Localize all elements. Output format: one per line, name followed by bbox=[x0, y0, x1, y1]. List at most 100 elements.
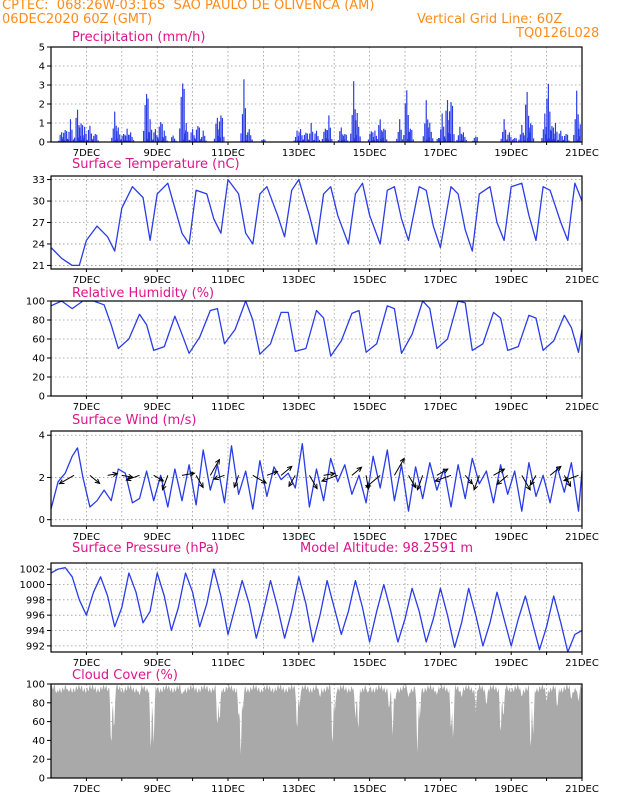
precip-bar bbox=[85, 133, 87, 142]
precip-bar bbox=[544, 113, 546, 142]
x-tick-label: 17DEC bbox=[424, 658, 458, 669]
wind-arrow-head bbox=[525, 484, 531, 491]
precip-bar bbox=[297, 140, 299, 142]
precip-bar bbox=[503, 119, 505, 142]
precip-bar bbox=[577, 114, 579, 142]
wind-arrow-head bbox=[161, 484, 167, 491]
x-tick-label: 19DEC bbox=[494, 784, 528, 795]
precip-bar bbox=[250, 135, 252, 142]
precip-bar bbox=[326, 129, 328, 142]
y-tick-label: 1000 bbox=[20, 580, 45, 591]
wind-arrow bbox=[393, 457, 405, 476]
precip-bar bbox=[189, 140, 191, 142]
precip-bar bbox=[190, 132, 192, 142]
precip-bar bbox=[355, 120, 357, 142]
y-tick-label: 60 bbox=[32, 717, 45, 728]
precip-bar bbox=[402, 139, 404, 142]
wind-arrow-shaft bbox=[233, 475, 240, 488]
precip-bar bbox=[74, 137, 76, 142]
x-tick-label: 13DEC bbox=[282, 275, 316, 286]
wind-arrow-shaft bbox=[162, 475, 169, 490]
precip-bar bbox=[422, 136, 424, 142]
x-tick-label: 21DEC bbox=[565, 275, 599, 286]
precip-bar bbox=[185, 123, 187, 142]
precip-bar bbox=[306, 133, 308, 142]
precip-bar bbox=[378, 125, 380, 142]
wind-arrow-head bbox=[496, 479, 502, 486]
precip-bar bbox=[456, 139, 458, 142]
precip-bar bbox=[350, 133, 352, 142]
precip-bar bbox=[180, 96, 182, 142]
precip-bar bbox=[161, 123, 163, 142]
precip-bar bbox=[553, 133, 555, 142]
wind-arrow-head bbox=[189, 471, 196, 477]
precip-bar bbox=[397, 131, 399, 142]
precip-bar bbox=[314, 133, 316, 142]
precip-bar bbox=[505, 140, 508, 142]
precip-bar bbox=[406, 90, 408, 142]
precip-bar bbox=[84, 126, 86, 142]
precip-bar bbox=[459, 140, 462, 142]
wind-arrow-shaft bbox=[323, 472, 335, 476]
precip-bar bbox=[574, 119, 576, 142]
precip-bar bbox=[529, 132, 531, 142]
precip-bar bbox=[427, 127, 429, 142]
precip-bar bbox=[213, 138, 216, 142]
precip-bar bbox=[404, 103, 406, 142]
wind-arrow-head bbox=[212, 475, 219, 481]
precip-bar bbox=[526, 91, 528, 142]
precip-bar bbox=[87, 129, 90, 142]
wind-arrow-shaft bbox=[529, 475, 537, 486]
x-tick-label: 7DEC bbox=[73, 784, 100, 795]
precip-bar bbox=[515, 138, 517, 142]
precip-bar bbox=[69, 119, 72, 142]
precip-bar bbox=[511, 140, 513, 142]
precip-bar bbox=[340, 127, 342, 142]
precip-bar bbox=[518, 139, 520, 142]
precip-bar bbox=[337, 140, 339, 142]
wind-arrow bbox=[464, 475, 474, 485]
precip-bar bbox=[182, 83, 184, 142]
precip-bar bbox=[528, 127, 530, 142]
precip-bar bbox=[76, 109, 79, 142]
precip-bar bbox=[305, 132, 307, 142]
precip-bar bbox=[158, 126, 160, 142]
panel-frame bbox=[50, 430, 583, 527]
precip-bar bbox=[561, 136, 563, 142]
precip-bar bbox=[371, 140, 373, 142]
precip-bar bbox=[464, 136, 466, 142]
wind-arrow bbox=[266, 470, 279, 476]
precip-bar bbox=[223, 136, 225, 142]
precip-bar bbox=[560, 130, 562, 142]
precip-bar bbox=[426, 139, 428, 142]
wind-arrow-head bbox=[473, 484, 479, 491]
precip-bar bbox=[424, 123, 426, 142]
precip-bar bbox=[369, 133, 371, 142]
surface-temperature-line bbox=[50, 178, 583, 267]
panel-surface-temperature: 21 24 27 30 33 7DEC 9DEC 11DEC 13DEC 15DEC 17DEC 19… bbox=[32, 157, 599, 286]
wind-arrow bbox=[288, 475, 296, 488]
wind-arrow bbox=[212, 474, 225, 481]
precip-bar bbox=[472, 140, 474, 142]
wind-arrow bbox=[125, 474, 140, 482]
panel-precipitation: 0 1 2 3 4 5 7DEC 9DEC 11DEC 13DEC 15DEC 17DEC 19DEC 2… bbox=[39, 30, 599, 159]
wind-arrow-head bbox=[94, 478, 101, 485]
wind-arrow-head bbox=[112, 471, 119, 477]
wind-arrow bbox=[562, 474, 579, 482]
cloud-cover-area bbox=[51, 684, 582, 778]
precip-bar bbox=[123, 140, 125, 142]
x-tick-label: 21DEC bbox=[565, 402, 599, 413]
precip-bar bbox=[243, 79, 245, 142]
wind-arrow bbox=[161, 475, 169, 491]
wind-arrow bbox=[320, 474, 338, 483]
relative-humidity-line bbox=[50, 300, 583, 357]
panel-surface-pressure: 992 994 996 998 1000 1002 7DEC 9DEC 11DEC 13DEC 15… bbox=[20, 541, 599, 669]
precip-bar bbox=[245, 140, 247, 142]
precip-bar bbox=[197, 126, 199, 142]
precip-bar bbox=[205, 140, 207, 142]
precip-bar bbox=[303, 134, 305, 142]
x-tick-label: 9DEC bbox=[144, 784, 171, 795]
precip-bar bbox=[61, 139, 63, 142]
wind-arrow-head bbox=[198, 482, 204, 489]
precip-bar bbox=[192, 129, 194, 142]
